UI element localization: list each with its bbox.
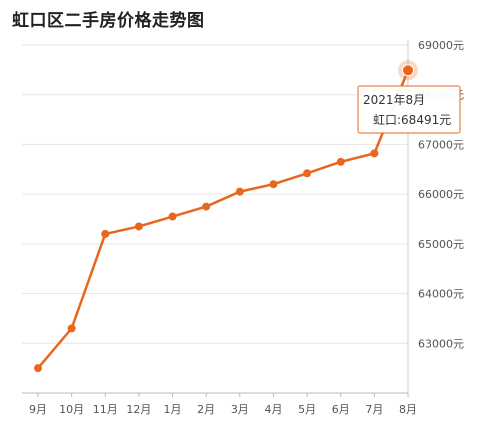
data-point	[202, 202, 211, 211]
y-tick-label: 65000元	[418, 238, 464, 251]
data-point	[67, 324, 76, 333]
data-point	[34, 364, 42, 373]
data-point	[269, 180, 278, 189]
data-point	[134, 222, 143, 231]
y-tick-label: 67000元	[418, 138, 464, 151]
x-tick-label: 5月	[298, 403, 316, 416]
data-points	[34, 60, 418, 373]
x-tick-label: 10月	[59, 403, 84, 416]
x-tick-label: 11月	[93, 403, 118, 416]
x-tick-label: 9月	[29, 403, 47, 416]
tooltip-box	[357, 85, 461, 134]
y-tick-label: 66000元	[418, 188, 464, 201]
y-tick-label: 64000元	[418, 288, 464, 301]
x-tick-label: 3月	[231, 403, 249, 416]
series-line-path	[37, 69, 410, 369]
data-point	[402, 64, 414, 77]
grid-lines	[22, 40, 409, 393]
data-point	[168, 212, 177, 221]
x-tick-label: 2月	[197, 403, 215, 416]
data-point	[336, 157, 345, 166]
tooltip-date: 2021年8月	[363, 93, 425, 107]
tooltip: 2021年8月 虹口:68491元	[357, 85, 461, 134]
x-tick-label: 7月	[365, 403, 383, 416]
x-tick-label: 1月	[164, 403, 182, 416]
data-point	[370, 149, 379, 158]
y-tick-label: 69000元	[418, 39, 464, 52]
tooltip-value: 虹口:68491元	[373, 113, 451, 127]
data-point	[303, 169, 312, 178]
series-line	[37, 69, 410, 369]
data-point	[235, 187, 244, 196]
chart-title: 虹口区二手房价格走势图	[12, 11, 205, 31]
x-tick-label: 6月	[332, 403, 350, 416]
x-tick-label: 4月	[264, 403, 282, 416]
x-tick-label: 12月	[126, 403, 151, 416]
data-point	[101, 229, 110, 238]
y-tick-label: 63000元	[418, 337, 464, 350]
x-tick-label: 8月	[399, 403, 417, 416]
x-axis: 9月 10月 11月 12月 1月 2月 3月 4月 5月 6月 7月 8月	[22, 392, 417, 416]
